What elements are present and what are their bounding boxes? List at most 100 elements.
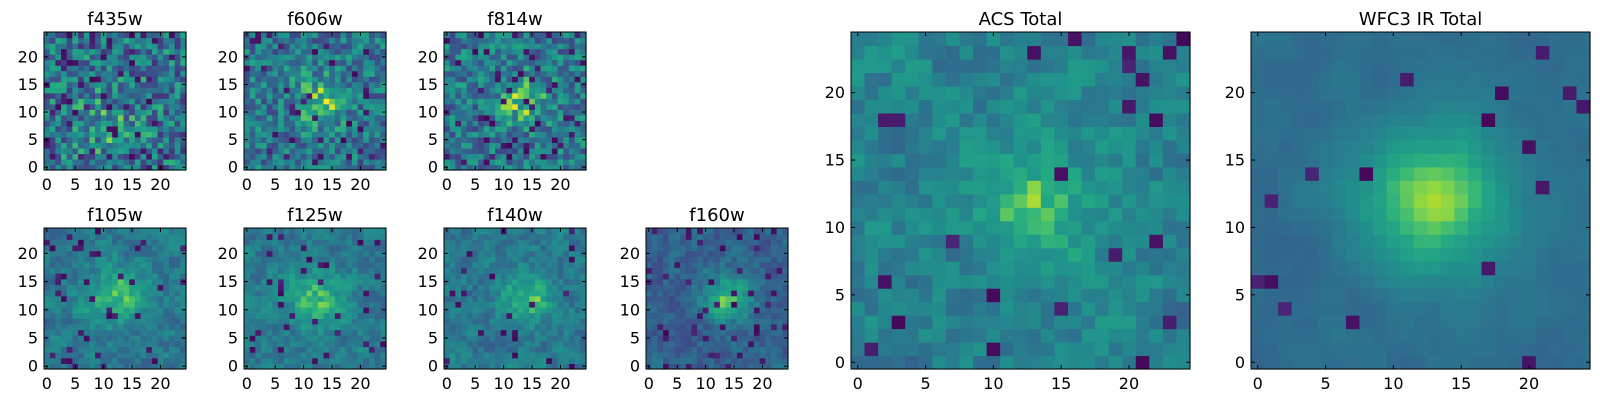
heatmap-cell: [174, 92, 181, 99]
heatmap-cell: [506, 114, 513, 121]
heatmap-cell: [249, 278, 256, 285]
heatmap-cell: [714, 363, 721, 370]
heatmap-cell: [129, 65, 136, 72]
heatmap-cell: [680, 267, 687, 274]
heatmap-cell: [151, 295, 159, 302]
heatmap-cell: [100, 65, 108, 72]
heatmap-cell: [100, 335, 108, 342]
heatmap-cell: [702, 250, 710, 257]
heatmap-cell: [272, 306, 279, 314]
heatmap-cell: [134, 290, 142, 297]
heatmap-cell: [708, 233, 715, 240]
heatmap-cell: [312, 65, 319, 72]
heatmap-cell: [266, 125, 273, 132]
heatmap-cell: [506, 261, 513, 269]
heatmap-cell: [295, 301, 302, 308]
heatmap-cell: [523, 346, 530, 353]
heatmap-cell: [334, 329, 342, 336]
heatmap-cell: [540, 267, 547, 274]
heatmap-cell: [495, 131, 502, 138]
heatmap-cell: [959, 328, 974, 343]
heatmap-cell: [529, 59, 536, 66]
heatmap-cell: [748, 273, 755, 280]
heatmap-cell: [266, 48, 273, 55]
heatmap-cell: [557, 278, 564, 285]
heatmap-cell: [49, 329, 56, 336]
heatmap-cell: [478, 335, 485, 342]
heatmap-cell: [346, 228, 353, 235]
heatmap-cell: [44, 323, 51, 331]
heatmap-cell: [157, 273, 164, 280]
heatmap-cell: [512, 228, 519, 235]
heatmap-cell: [306, 239, 313, 246]
y-tick-label: 0: [228, 158, 238, 177]
heatmap-cell: [106, 290, 113, 297]
heatmap-cell: [49, 273, 56, 280]
heatmap-cell: [776, 273, 783, 280]
heatmap-cell: [568, 114, 576, 121]
heatmap-cell: [523, 239, 530, 246]
heatmap-cell: [668, 250, 675, 257]
heatmap-cell: [249, 228, 256, 235]
heatmap-cell: [289, 43, 296, 50]
heatmap-cell: [540, 346, 547, 353]
heatmap-cell: [55, 65, 62, 72]
heatmap-cell: [540, 54, 547, 61]
heatmap-cell: [478, 340, 485, 348]
heatmap-cell: [973, 207, 988, 222]
heatmap-cell: [180, 76, 187, 83]
heatmap-cell: [312, 261, 319, 269]
heatmap-cell: [312, 312, 319, 319]
heatmap-cell: [255, 290, 262, 297]
heatmap-cell: [986, 328, 1001, 343]
heatmap-cell: [483, 158, 491, 166]
heatmap-cell: [776, 301, 783, 308]
heatmap-cell: [691, 352, 698, 359]
heatmap-cell: [95, 114, 102, 121]
heatmap-cell: [546, 250, 553, 257]
heatmap-cell: [312, 278, 319, 285]
heatmap-cell: [78, 329, 85, 336]
heatmap-cell: [261, 306, 268, 314]
heatmap-cell: [140, 43, 147, 50]
heatmap-cell: [444, 48, 451, 55]
heatmap-cell: [317, 48, 325, 55]
heatmap-cell: [697, 312, 704, 319]
heatmap-cell: [932, 301, 947, 316]
heatmap-cell: [283, 37, 291, 44]
heatmap-cell: [461, 357, 468, 364]
heatmap-cell: [517, 114, 525, 121]
heatmap-cell: [295, 103, 302, 110]
heatmap-cell: [146, 329, 153, 336]
heatmap-cell: [495, 114, 502, 121]
heatmap-cell: [49, 120, 56, 127]
heatmap-cell: [574, 312, 581, 319]
heatmap-cell: [449, 54, 456, 61]
heatmap-cell: [736, 312, 744, 319]
heatmap-cell: [123, 131, 130, 138]
heatmap-cell: [49, 323, 56, 331]
heatmap-cell: [529, 43, 536, 50]
heatmap-cell: [905, 247, 920, 262]
heatmap-cell: [478, 284, 485, 291]
heatmap-cell: [112, 59, 119, 66]
heatmap-cell: [455, 136, 462, 143]
heatmap-cell: [449, 70, 456, 77]
heatmap-cell: [517, 323, 525, 331]
heatmap-cell: [261, 352, 268, 359]
heatmap-cell: [363, 312, 370, 319]
heatmap-cell: [306, 295, 313, 302]
heatmap-cell: [323, 335, 330, 342]
heatmap-cell: [540, 323, 547, 331]
heatmap-cell: [157, 306, 164, 314]
heatmap-cell: [1095, 193, 1110, 208]
heatmap-cell: [864, 288, 879, 303]
heatmap-cell: [44, 346, 51, 353]
heatmap-cell: [89, 267, 96, 274]
heatmap-cell: [55, 301, 62, 308]
heatmap-cell: [300, 87, 308, 94]
heatmap-cell: [663, 278, 670, 285]
heatmap-cell: [725, 340, 732, 348]
heatmap-cell: [455, 284, 462, 291]
heatmap-cell: [95, 98, 102, 105]
